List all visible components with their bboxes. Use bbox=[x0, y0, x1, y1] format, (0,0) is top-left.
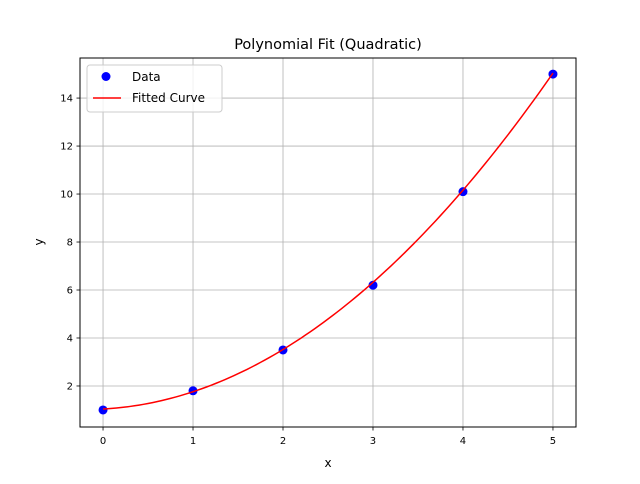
legend-marker-data bbox=[101, 72, 111, 81]
legend-label-data: Data bbox=[132, 70, 161, 84]
data-point bbox=[368, 280, 378, 290]
legend-box bbox=[86, 64, 223, 113]
x-tick-label: 3 bbox=[370, 436, 376, 447]
y-tick-label: 2 bbox=[67, 381, 73, 392]
y-axis-label: y bbox=[32, 238, 46, 245]
legend-label-fitted: Fitted Curve bbox=[132, 91, 205, 105]
chart-title: Polynomial Fit (Quadratic) bbox=[234, 37, 422, 53]
y-tick-label: 4 bbox=[67, 333, 73, 344]
legend: Data Fitted Curve bbox=[86, 64, 223, 113]
x-axis-label: x bbox=[324, 456, 331, 470]
x-tick-label: 0 bbox=[100, 436, 106, 447]
data-point bbox=[98, 405, 108, 415]
y-tick-label: 14 bbox=[60, 94, 73, 105]
x-tick-label: 2 bbox=[280, 436, 286, 447]
y-tick-label: 12 bbox=[60, 142, 73, 153]
x-tick-label: 4 bbox=[460, 436, 466, 447]
plot-marks bbox=[98, 69, 558, 415]
axes-frame bbox=[79, 57, 577, 428]
y-tick-label: 8 bbox=[67, 238, 73, 249]
x-tick-label: 1 bbox=[190, 436, 196, 447]
y-tick-label: 10 bbox=[60, 190, 73, 201]
fitted-curve bbox=[102, 72, 554, 410]
grid bbox=[80, 58, 576, 427]
y-tick-label: 6 bbox=[67, 286, 73, 297]
x-tick-label: 5 bbox=[550, 436, 556, 447]
